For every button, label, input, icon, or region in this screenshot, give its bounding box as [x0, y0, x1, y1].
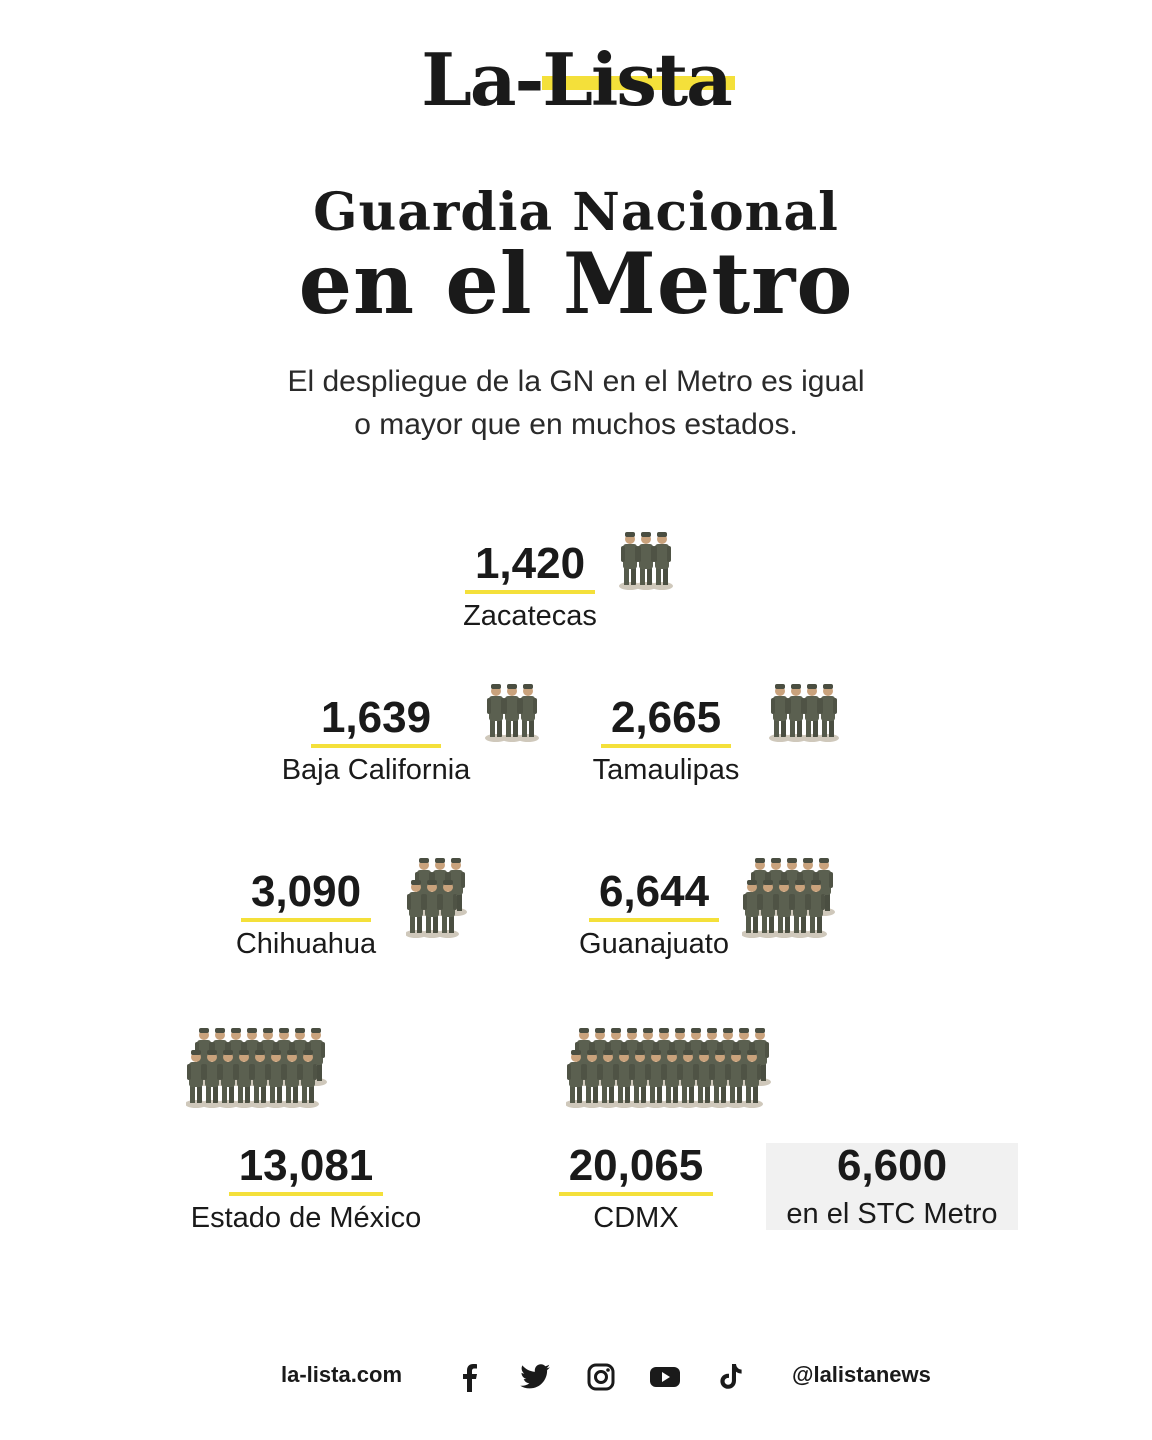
- soldier-icon: [769, 684, 839, 742]
- instagram-icon[interactable]: [584, 1360, 618, 1394]
- soldiers-group-cdmx: [566, 1028, 771, 1108]
- soldiers-group-zacatecas: [619, 532, 673, 590]
- stat-tamaulipas: 2,665 Tamaulipas: [566, 694, 766, 788]
- stat-value: 6,644: [588, 868, 720, 922]
- soldiers-group-tamaulipas: [769, 684, 839, 742]
- soldier-icon: [485, 684, 539, 742]
- stat-value: 2,665: [600, 694, 732, 748]
- stat-label: en el STC Metro: [786, 1198, 998, 1230]
- stat-value: 1,639: [310, 694, 442, 748]
- social-handle[interactable]: @lalistanews: [792, 1362, 931, 1387]
- facebook-icon[interactable]: [452, 1360, 486, 1394]
- stat-stc-metro: 6,600 en el STC Metro: [766, 1142, 1018, 1232]
- stat-label: Zacatecas: [463, 600, 597, 632]
- la-lista-logo: La-Lista: [0, 40, 1152, 120]
- stat-value: 6,600: [836, 1141, 948, 1190]
- page-title-line2: en el Metro: [298, 234, 854, 333]
- stat-value: 20,065: [558, 1142, 714, 1196]
- soldier-icon: [619, 532, 673, 590]
- stat-label: Estado de México: [190, 1202, 422, 1234]
- stat-label: Chihuahua: [235, 928, 377, 960]
- stat-label: CDMX: [593, 1202, 679, 1234]
- metro-highlight-box: [766, 1143, 1018, 1230]
- twitter-icon[interactable]: [518, 1360, 552, 1394]
- stat-guanajuato: 6,644 Guanajuato: [554, 868, 754, 962]
- stat-label: Baja California: [281, 754, 471, 786]
- stat-label: Tamaulipas: [592, 754, 740, 786]
- stat-value: 13,081: [228, 1142, 384, 1196]
- stat-value: 1,420: [464, 540, 596, 594]
- soldiers-group-estado-de-mexico: [186, 1028, 327, 1108]
- stat-baja-california: 1,639 Baja California: [262, 694, 490, 788]
- soldier-icon: [742, 858, 835, 938]
- soldiers-group-chihuahua: [406, 858, 467, 938]
- soldier-icon: [406, 858, 467, 938]
- stat-chihuahua: 3,090 Chihuahua: [206, 868, 406, 962]
- page-subtitle: El despliegue de la GN en el Metro es ig…: [287, 365, 865, 441]
- soldiers-group-guanajuato: [742, 858, 835, 938]
- soldiers-group-baja-california: [485, 684, 539, 742]
- youtube-icon[interactable]: [648, 1360, 682, 1394]
- stat-estado-de-mexico: 13,081 Estado de México: [166, 1142, 446, 1236]
- page-title-line1: Guardia Nacional: [313, 182, 839, 243]
- tiktok-icon[interactable]: [714, 1360, 748, 1394]
- stat-label: Guanajuato: [579, 928, 729, 960]
- stat-zacatecas: 1,420 Zacatecas: [430, 540, 630, 634]
- soldier-icon: [566, 1028, 771, 1108]
- website-link[interactable]: la-lista.com: [281, 1362, 403, 1387]
- stat-cdmx: 20,065 CDMX: [536, 1142, 736, 1236]
- logo-text-left: La-: [421, 37, 544, 122]
- logo-text-right: Lista: [542, 37, 736, 122]
- soldier-icon: [186, 1028, 327, 1108]
- stat-value: 3,090: [240, 868, 372, 922]
